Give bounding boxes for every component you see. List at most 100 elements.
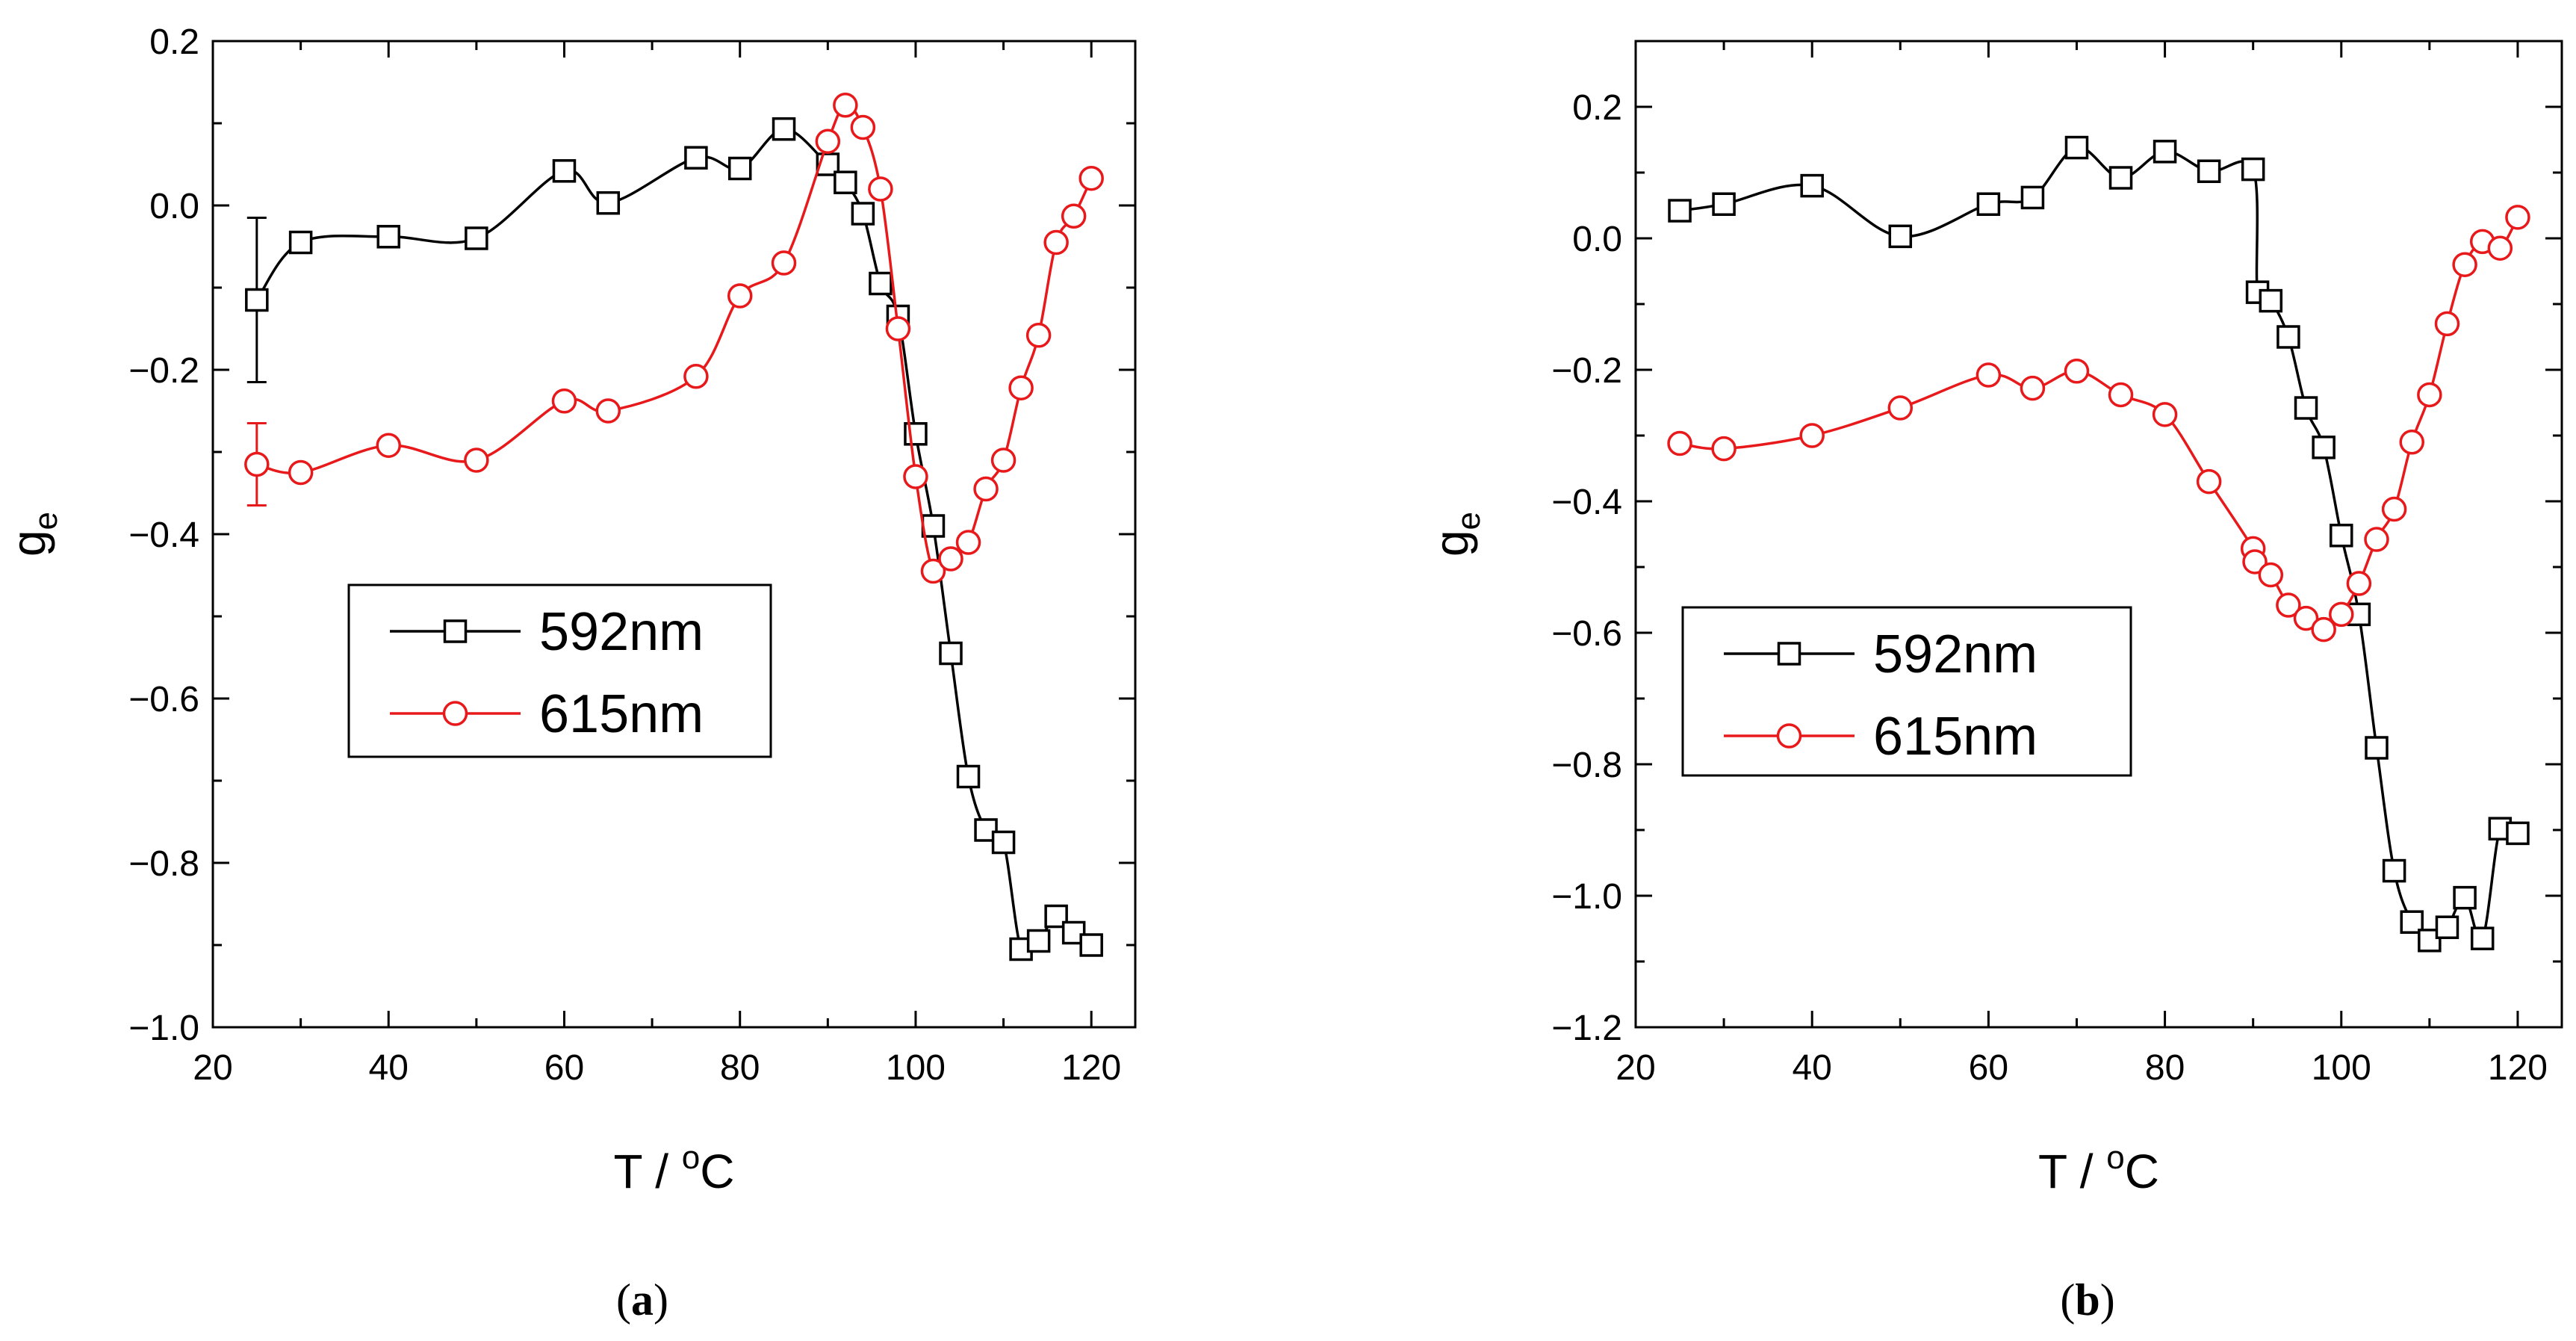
data-point-square <box>939 641 963 666</box>
x-axis-label-main: T / <box>614 1145 682 1198</box>
plot-frame <box>211 40 1137 1029</box>
series-592nm <box>1668 135 2530 953</box>
y-tick-label: −0.6 <box>128 680 199 719</box>
data-point-square <box>465 226 488 250</box>
data-point-circle <box>464 447 489 473</box>
data-point-square <box>596 191 621 215</box>
data-point-square <box>1800 173 1824 198</box>
data-point-square <box>288 230 313 255</box>
data-point-circle <box>1008 375 1034 400</box>
data-point-square <box>1712 192 1736 216</box>
data-point-square <box>1079 933 1103 957</box>
x-tick-label: 80 <box>2145 1048 2185 1088</box>
chart-panel-b: 20 40 60 80 100 120 −1.2 −1.0 −0.8 −0.6 −0.4 −0.2 0.… <box>1424 40 2563 1325</box>
data-point-square <box>2294 396 2318 420</box>
data-point-circle <box>288 459 314 486</box>
data-point-square <box>2435 915 2459 939</box>
data-point-circle <box>2487 235 2513 261</box>
data-point-square <box>2506 821 2530 846</box>
legend-marker-square <box>443 619 468 643</box>
y-axis-label-main: g <box>1424 530 1478 557</box>
y-axis-label-main: g <box>1 530 55 557</box>
data-point-square <box>1026 929 1051 953</box>
x-axis-label-sup: o <box>2106 1139 2124 1176</box>
data-point-square <box>2347 602 2371 627</box>
data-point-square <box>991 830 1016 855</box>
data-point-circle <box>1667 430 1692 456</box>
data-point-square <box>869 271 893 296</box>
data-point-circle <box>833 93 858 118</box>
x-tick-label: 40 <box>369 1048 409 1088</box>
chart-panel-a: 20 40 60 80 100 120 −1.0 −0.8 −0.6 −0.4 −0.2 0.0 0.2… <box>1 22 1137 1325</box>
data-point-square <box>2400 910 2424 934</box>
y-tick-label: −0.2 <box>1551 351 1622 391</box>
data-point-square <box>2064 135 2089 160</box>
legend-marker-square <box>1777 642 1801 666</box>
data-point-square <box>2259 288 2283 313</box>
data-point-circle <box>727 283 753 309</box>
legend-label: 615nm <box>1873 707 2037 766</box>
data-point-square <box>2470 926 2495 950</box>
panel-label-open: ( <box>616 1275 631 1325</box>
data-point-circle <box>850 114 876 140</box>
y-tick-label: −0.8 <box>128 844 199 884</box>
x-tick-label: 20 <box>193 1048 232 1088</box>
panel-label: (b) <box>2060 1275 2114 1325</box>
data-point-circle <box>2064 359 2090 384</box>
panel-label-letter: a <box>631 1275 654 1325</box>
x-tick-label: 100 <box>886 1048 946 1088</box>
y-tick-label: −1.0 <box>1551 877 1622 917</box>
x-tick-label: 100 <box>2312 1048 2371 1088</box>
x-axis-label-sup: o <box>682 1139 700 1176</box>
data-point-circle <box>920 558 946 584</box>
x-axis-label: T / oC <box>614 1139 735 1198</box>
series-line-615nm <box>1679 216 2519 631</box>
data-point-circle <box>244 451 270 477</box>
x-tick-label: 120 <box>2488 1048 2548 1088</box>
data-point-circle <box>2346 571 2372 596</box>
panel-label-close: ) <box>654 1275 668 1325</box>
data-point-circle <box>2434 311 2460 337</box>
data-point-circle <box>2196 468 2222 495</box>
data-point-circle <box>2399 430 2424 455</box>
data-point-square <box>834 170 857 194</box>
data-point-circle <box>2152 402 2178 427</box>
legend-marker-circle <box>1776 723 1802 749</box>
data-point-circle <box>376 433 401 458</box>
data-point-square <box>2365 736 2389 760</box>
legend-box <box>347 583 772 758</box>
data-point-square <box>1044 904 1068 929</box>
plot-frame <box>1634 40 2563 1029</box>
legend-label: 592nm <box>539 602 704 662</box>
x-axis-label: T / oC <box>2038 1139 2159 1198</box>
y-axis-label: ge <box>1 512 64 557</box>
data-point-square <box>2330 524 2353 548</box>
data-point-square <box>921 514 946 538</box>
data-point-square <box>2108 166 2133 190</box>
data-point-square <box>2197 159 2221 183</box>
data-point-square <box>245 288 269 312</box>
x-tick-label: 60 <box>1969 1048 2008 1088</box>
data-point-circle <box>2505 205 2530 230</box>
y-tick-label: 0.2 <box>1572 88 1622 128</box>
data-point-circle <box>1043 229 1069 255</box>
y-axis-label-sub: e <box>1450 512 1487 530</box>
x-tick-label: 60 <box>544 1048 584 1088</box>
y-axis-label: ge <box>1424 512 1487 557</box>
y-tick-label: 0.0 <box>1572 220 1622 259</box>
y-tick-label: −0.8 <box>1551 746 1622 785</box>
y-tick-label: −0.4 <box>128 515 199 555</box>
data-point-circle <box>771 250 797 276</box>
x-tick-label: 80 <box>720 1048 760 1088</box>
panel-label-letter: b <box>2075 1275 2099 1325</box>
data-point-square <box>2312 436 2336 459</box>
data-point-circle <box>1025 323 1052 348</box>
data-point-square <box>2241 157 2265 182</box>
data-point-circle <box>2108 382 2134 408</box>
data-point-square <box>727 156 752 181</box>
data-point-circle <box>2311 616 2336 642</box>
data-point-circle <box>990 447 1017 473</box>
data-point-circle <box>2020 375 2046 401</box>
data-point-circle <box>551 388 577 414</box>
data-point-circle <box>2452 252 2477 277</box>
